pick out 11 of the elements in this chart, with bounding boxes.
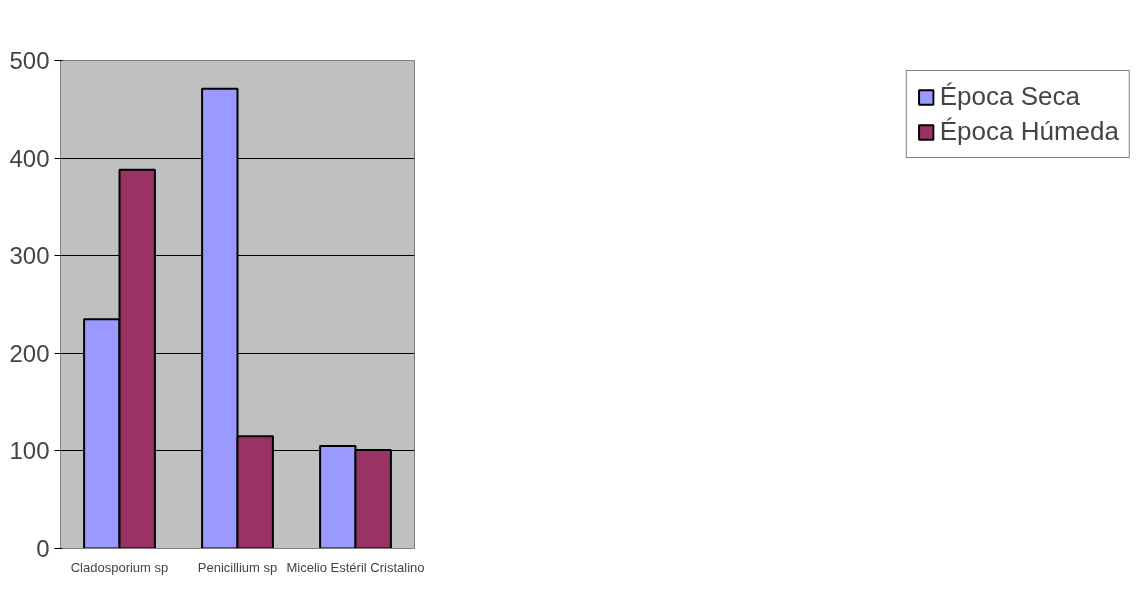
y-tick-label: 0 — [36, 535, 50, 562]
legend-label: Época Húmeda — [939, 116, 1119, 147]
y-tick-label: 500 — [9, 47, 50, 74]
x-tick-label: Micelio Estéril Cristalino — [286, 559, 425, 575]
y-tick-label: 100 — [9, 437, 50, 465]
y-tick-label: 200 — [9, 339, 50, 367]
y-tick-label: 400 — [9, 144, 50, 172]
legend-label: Época Seca — [939, 81, 1080, 112]
x-tick-label: Cladosporium sp — [70, 559, 169, 575]
x-tick-label: Penicillium sp — [197, 559, 278, 575]
y-tick-label: 300 — [9, 242, 50, 270]
